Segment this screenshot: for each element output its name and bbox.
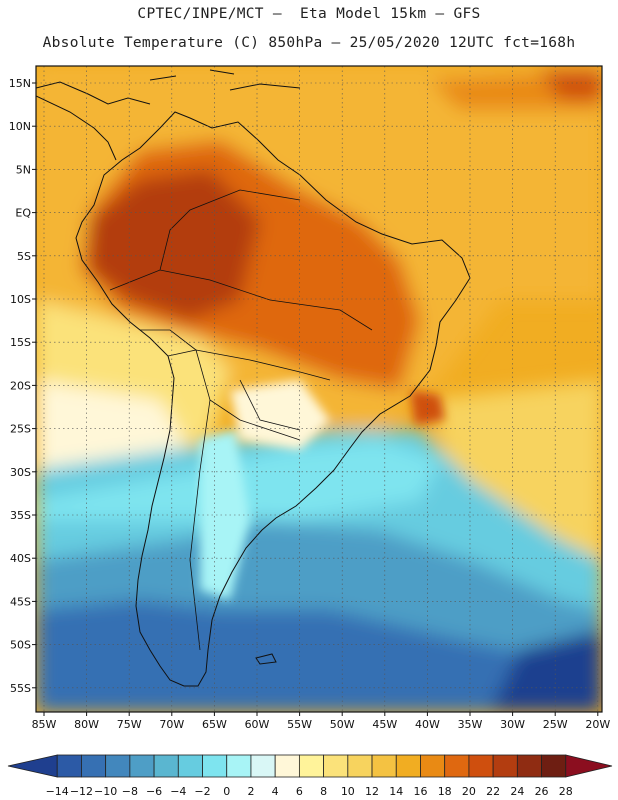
lat-label: 55S (10, 682, 31, 695)
colorbar-label: 20 (462, 785, 476, 798)
colorbar-label: 10 (341, 785, 355, 798)
colorbar-cap-low (7, 754, 58, 778)
temperature-field (36, 66, 602, 712)
colorbar-label: −8 (122, 785, 138, 798)
colorbar-box (202, 754, 228, 778)
colorbar-box (371, 754, 397, 778)
colorbar-label: −12 (70, 785, 93, 798)
colorbar-label: 0 (223, 785, 230, 798)
colorbar-label: −6 (146, 785, 162, 798)
colorbar-box (541, 754, 567, 778)
lat-label: 15S (10, 336, 31, 349)
colorbar-box (274, 754, 300, 778)
longitude-labels: 85W 80W 75W 70W 65W 60W 55W 50W 45W 40W 35W 30W 25W 2… (32, 718, 611, 731)
colorbar-box (444, 754, 470, 778)
colorbar-label: 2 (247, 785, 254, 798)
map-frame (35, 65, 603, 713)
lon-label: 55W (287, 718, 312, 731)
colorbar-label: 28 (559, 785, 573, 798)
lat-label: 15N (9, 77, 31, 90)
colorbar-label: 6 (296, 785, 303, 798)
colorbar-box (420, 754, 446, 778)
colorbar-box (226, 754, 252, 778)
colorbar-label: −10 (94, 785, 117, 798)
lat-label: 45S (10, 595, 31, 608)
central-america-coast (36, 81, 151, 161)
lon-label: 50W (330, 718, 355, 731)
colorbar-box (81, 754, 107, 778)
lon-label: 60W (245, 718, 270, 731)
lon-label: 45W (372, 718, 397, 731)
colorbar-label: 14 (389, 785, 403, 798)
colorbar-box (395, 754, 421, 778)
colorbar-label: −2 (194, 785, 210, 798)
colorbar-box (129, 754, 155, 778)
falkland-islands (255, 653, 277, 665)
colorbar-label: 12 (365, 785, 379, 798)
lon-label: 80W (74, 718, 99, 731)
lon-label: 65W (202, 718, 227, 731)
colorbar-box (153, 754, 179, 778)
colorbar-label: 24 (510, 785, 524, 798)
lat-label: 10N (9, 120, 31, 133)
colorbar-label: 18 (438, 785, 452, 798)
axis-ticks (32, 82, 599, 716)
lon-label: 75W (117, 718, 142, 731)
colorbar-box (347, 754, 373, 778)
colorbar (7, 754, 613, 778)
chart-title-line2: Absolute Temperature (C) 850hPa – 25/05/… (42, 35, 576, 51)
colorbar-box (492, 754, 518, 778)
colorbar-box (323, 754, 349, 778)
colorbar-box (105, 754, 131, 778)
colorbar-label: 22 (486, 785, 500, 798)
colorbar-label: 26 (535, 785, 549, 798)
lon-label: 40W (415, 718, 440, 731)
country-borders (109, 189, 373, 651)
lat-label: 40S (10, 552, 31, 565)
lat-label: 10S (10, 293, 31, 306)
colorbar-label: 16 (413, 785, 427, 798)
lon-label: 25W (543, 718, 568, 731)
south-america-coastline (75, 111, 471, 687)
lat-label: 50S (10, 639, 31, 652)
lat-label: 35S (10, 509, 31, 522)
latitude-labels: 15N 10N 5N EQ 5S 10S 15S 20S 25S 30S 35S 40S 45S 50S 5… (9, 77, 32, 695)
lat-label: 30S (10, 466, 31, 479)
colorbar-label: −4 (170, 785, 186, 798)
lat-label: 20S (10, 379, 31, 392)
lon-label: 70W (159, 718, 184, 731)
colorbar-box (298, 754, 325, 778)
lat-label: EQ (15, 207, 31, 220)
lon-label: 20W (585, 718, 610, 731)
colorbar-labels: −14 −12 −10 −8 −6 −4 −2 0 2 4 6 8 10 12 14 16 18 20 22 24 26… (46, 785, 573, 798)
lon-label: 85W (32, 718, 57, 731)
lat-label: 5N (16, 163, 31, 176)
lon-label: 35W (458, 718, 483, 731)
lat-label: 5S (17, 250, 31, 263)
lat-label: 25S (10, 423, 31, 436)
colorbar-box (177, 754, 203, 778)
chart-title-line1: CPTEC/INPE/MCT – Eta Model 15km – GFS (137, 6, 481, 22)
colorbar-cap-high (565, 754, 613, 778)
colorbar-label: 4 (272, 785, 279, 798)
colorbar-box (56, 754, 82, 778)
colorbar-label: 8 (320, 785, 327, 798)
colorbar-box (250, 754, 276, 778)
caribbean-islands (149, 69, 301, 91)
colorbar-box (516, 754, 542, 778)
colorbar-label: −14 (46, 785, 69, 798)
lon-label: 30W (500, 718, 525, 731)
coastlines (36, 69, 471, 687)
colorbar-box (468, 754, 494, 778)
